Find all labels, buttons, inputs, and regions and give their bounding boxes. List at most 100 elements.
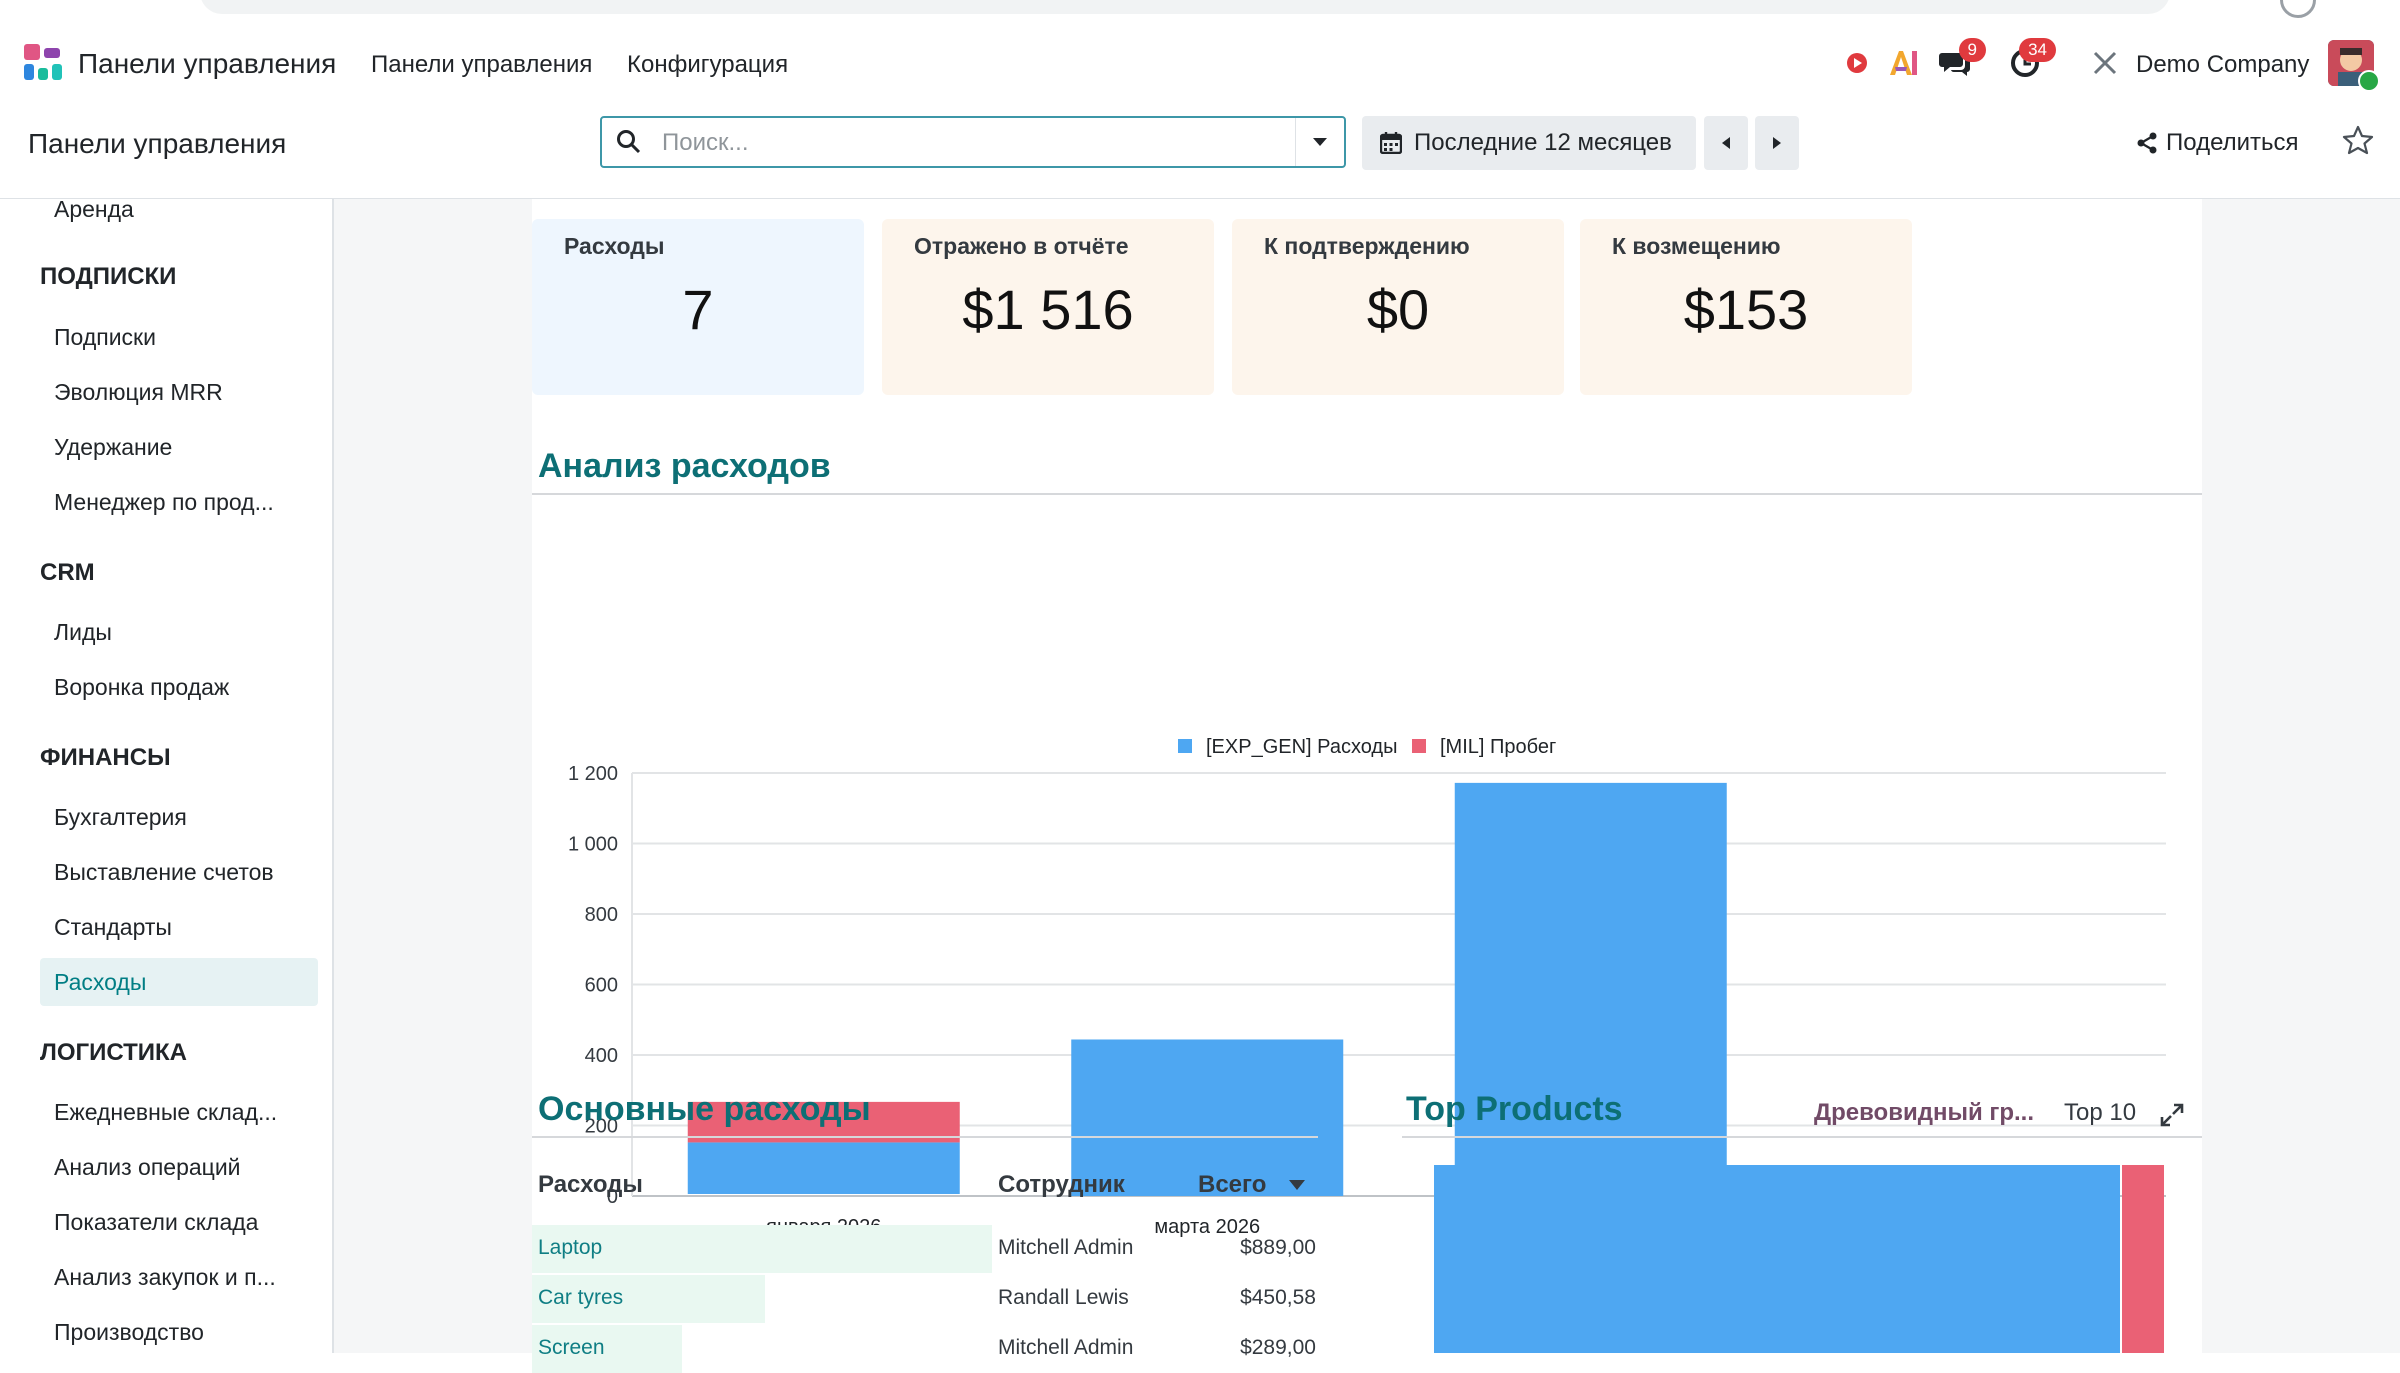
favorite-star-icon[interactable] [2342, 124, 2374, 161]
sidebar-item-benchmarks[interactable]: Стандарты [54, 914, 172, 940]
previous-period-button[interactable] [1704, 116, 1748, 170]
section-divider [532, 1136, 1318, 1138]
activities-clock-icon[interactable]: 34 [2008, 38, 2056, 80]
sidebar-section-subscriptions: ПОДПИСКИ [40, 263, 177, 290]
top-products-view-switch[interactable]: Древовидный гр... [1814, 1099, 2035, 1126]
kpi-value: $153 [1683, 278, 1809, 341]
section-divider [1402, 1136, 2202, 1138]
treemap-tile-main[interactable] [1434, 1165, 2120, 1353]
sidebar-section-finance: ФИНАНСЫ [40, 744, 171, 771]
ai-icon[interactable] [1886, 46, 1920, 80]
bar-expenses [687, 1142, 960, 1194]
expense-analysis-title: Анализ расходов [538, 447, 831, 485]
browser-profile-icon[interactable] [2280, 0, 2316, 18]
y-tick-label: 0 [607, 1186, 618, 1208]
kpi-card-expenses[interactable]: Расходы 7 [532, 219, 864, 395]
browser-address-bar[interactable] [200, 0, 2170, 14]
col-header-expense[interactable]: Расходы [538, 1171, 643, 1198]
date-filter-button[interactable]: Последние 12 месяцев [1362, 116, 1696, 170]
top-products-title: Top Products [1406, 1090, 1623, 1128]
top-expenses-title: Основные расходы [538, 1090, 871, 1128]
expense-name-link[interactable]: Screen [538, 1336, 605, 1359]
menu-configuration[interactable]: Конфигурация [627, 51, 789, 78]
sidebar-item-daily-warehouse[interactable]: Ежедневные склад... [54, 1099, 278, 1125]
sidebar-item-manufacturing[interactable]: Производство [54, 1319, 204, 1345]
sidebar-item-expenses[interactable]: Расходы [40, 958, 318, 1006]
employee-name: Mitchell Admin [998, 1336, 1134, 1359]
share-button[interactable]: Поделиться [2136, 129, 2299, 157]
next-period-button[interactable] [1755, 116, 1799, 170]
employee-name: Randall Lewis [998, 1286, 1129, 1309]
sidebar-item-operations-analysis[interactable]: Анализ операций [54, 1154, 241, 1180]
online-status-icon [2358, 70, 2380, 92]
x-tick-label: марта 2026 [1154, 1216, 1260, 1238]
bar-expenses [1071, 1039, 1344, 1196]
dashboard-content: Расходы 7 Отражено в отчёте $1 516 К под… [532, 199, 2202, 1373]
share-label: Поделиться [2166, 129, 2299, 156]
browser-top-strip [0, 0, 2400, 20]
sidebar-item-subscriptions[interactable]: Подписки [54, 324, 156, 350]
app-brand[interactable]: Панели управления [78, 48, 337, 79]
search-options-toggle[interactable] [1295, 118, 1344, 166]
date-filter-label: Последние 12 месяцев [1414, 129, 1672, 156]
treemap-tile-secondary[interactable] [2122, 1165, 2164, 1353]
top-products-limit[interactable]: Top 10 [2064, 1099, 2137, 1126]
search-input[interactable] [660, 118, 1284, 168]
company-switcher[interactable]: Demo Company [2136, 51, 2310, 78]
kpi-label: Отражено в отчёте [914, 233, 1129, 259]
sidebar-item-warehouse-kpis[interactable]: Показатели склада [54, 1209, 259, 1235]
menu-dashboards[interactable]: Панели управления [371, 51, 593, 78]
apps-menu-icon[interactable] [24, 44, 62, 82]
expense-share-bar [532, 1225, 992, 1273]
caret-left-icon [1722, 137, 1730, 149]
kpi-card-to-reimburse[interactable]: К возмещению $153 [1580, 219, 1912, 395]
legend-label: [EXP_GEN] Расходы [1206, 736, 1397, 758]
expense-share-bar [532, 1275, 765, 1323]
sidebar-item-accounting[interactable]: Бухгалтерия [54, 804, 187, 830]
expense-total: $889,00 [1240, 1236, 1316, 1259]
activities-badge: 34 [2019, 38, 2056, 62]
messages-icon[interactable]: 9 [1938, 38, 1986, 80]
messages-badge: 9 [1958, 38, 1986, 62]
tools-icon[interactable] [2088, 46, 2122, 80]
col-header-total[interactable]: Всего [1198, 1171, 1267, 1198]
search-icon [616, 129, 642, 160]
kpi-card-reported[interactable]: Отражено в отчёте $1 516 [882, 219, 1214, 395]
kpi-label: Расходы [564, 233, 665, 259]
record-icon[interactable] [1840, 46, 1874, 80]
sidebar-item-invoicing[interactable]: Выставление счетов [54, 859, 274, 885]
bar-mileage [687, 1101, 960, 1143]
main-navbar: Панели управления Панели управления Конф… [0, 20, 2400, 108]
col-header-employee[interactable]: Сотрудник [998, 1171, 1125, 1198]
page-title: Панели управления [28, 128, 287, 159]
sort-desc-icon[interactable] [1288, 1179, 1306, 1191]
legend-swatch [1412, 739, 1426, 753]
expense-name-link[interactable]: Laptop [538, 1236, 603, 1259]
kpi-card-to-approve[interactable]: К подтверждению $0 [1232, 219, 1564, 395]
y-tick-label: 600 [585, 975, 618, 997]
sidebar-item-mrr[interactable]: Эволюция MRR [54, 379, 223, 405]
sidebar-item-sales-manager[interactable]: Менеджер по прод... [54, 489, 274, 515]
y-tick-label: 1 000 [568, 834, 618, 856]
caret-right-icon [1773, 137, 1781, 149]
dashboard-sidebar: Аренда ПОДПИСКИ Подписки Эволюция MRR Уд… [0, 196, 334, 1353]
sidebar-item-purchase-analysis[interactable]: Анализ закупок и п... [54, 1264, 276, 1290]
bar-expenses [1454, 782, 1727, 1196]
y-tick-label: 1 200 [568, 763, 618, 785]
sidebar-item-retention[interactable]: Удержание [54, 434, 173, 460]
sidebar-item-pipeline[interactable]: Воронка продаж [54, 674, 230, 700]
share-icon [2137, 132, 2157, 154]
kpi-value: $0 [1366, 278, 1430, 341]
search-bar [600, 116, 1346, 168]
expand-icon[interactable] [2160, 1103, 2184, 1127]
caret-down-icon [1313, 138, 1327, 146]
sidebar-section-crm: CRM [40, 559, 95, 586]
sidebar-item-leads[interactable]: Лиды [54, 619, 112, 645]
calendar-icon [1380, 132, 1402, 154]
y-tick-label: 800 [585, 904, 618, 926]
expense-name-link[interactable]: Car tyres [538, 1286, 624, 1309]
kpi-label: К подтверждению [1264, 233, 1470, 259]
sidebar-item-rental[interactable]: Аренда [54, 196, 134, 222]
legend-swatch [1178, 739, 1192, 753]
